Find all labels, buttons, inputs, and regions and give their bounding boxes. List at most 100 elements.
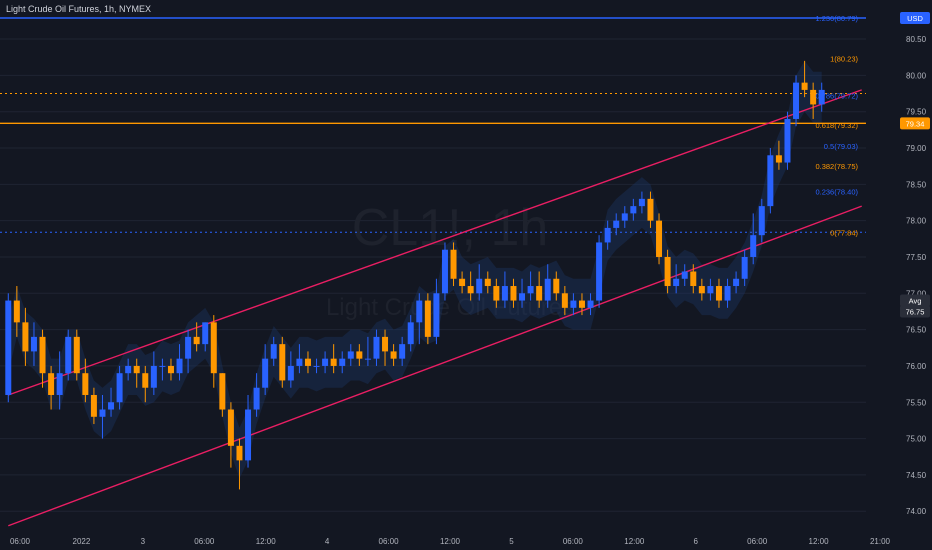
candle-body (621, 213, 628, 221)
candle-body (450, 249, 457, 279)
candle-body (784, 118, 791, 163)
candle-body (459, 278, 466, 287)
candle-body (202, 322, 209, 345)
candle-body (630, 206, 637, 214)
price-label-text: Avg (909, 297, 922, 306)
candle-body (125, 365, 132, 374)
time-tick: 12:00 (440, 537, 461, 546)
time-tick: 4 (325, 537, 330, 546)
candle-body (519, 293, 526, 301)
candle-body (13, 300, 20, 323)
price-tick: 80.00 (906, 71, 927, 80)
fib-label: 0.5(79.03) (824, 142, 859, 151)
candle-body (219, 373, 226, 410)
candle-body (193, 336, 200, 345)
time-tick: 12:00 (256, 537, 277, 546)
fib-label: 1.236(80.79) (815, 14, 858, 23)
candle-body (510, 286, 517, 301)
candle-body (245, 409, 252, 461)
candle-body (578, 300, 585, 308)
price-label-box (900, 11, 930, 24)
time-tick: 21:00 (870, 537, 891, 546)
candle-body (399, 344, 406, 359)
price-tick: 74.50 (906, 471, 927, 480)
price-tick: 75.00 (906, 435, 927, 444)
candle-body (99, 409, 106, 417)
candle-body (262, 358, 269, 388)
candle-body (424, 300, 431, 337)
candle-body (167, 365, 174, 374)
candle-body (159, 365, 166, 367)
candle-body (150, 365, 157, 388)
candle-body (90, 394, 97, 417)
candle-body (227, 409, 234, 446)
price-label-box (900, 294, 930, 307)
price-tick: 76.00 (906, 362, 927, 371)
candle-body (758, 206, 765, 236)
candle-body (493, 286, 500, 301)
price-tick: 78.50 (906, 180, 927, 189)
candle-body (65, 336, 72, 374)
candle-body (810, 89, 817, 105)
candle-body (750, 235, 757, 257)
candle-body (690, 271, 697, 287)
candle-body (416, 300, 423, 323)
candle-body (570, 300, 577, 308)
candle-body (48, 373, 55, 395)
price-tick: 78.00 (906, 217, 927, 226)
candle-body (73, 336, 80, 374)
time-tick: 5 (509, 537, 514, 546)
candle-body (287, 365, 294, 381)
candle-body (253, 387, 260, 410)
price-tick: 79.50 (906, 108, 927, 117)
channel-upper-line (8, 89, 862, 396)
candle-body (647, 198, 654, 221)
chart-title: Light Crude Oil Futures, 1h, NYMEX (6, 4, 152, 14)
price-tick: 77.50 (906, 253, 927, 262)
candle-body (339, 358, 346, 366)
candle-body (176, 358, 183, 374)
candle-body (133, 365, 140, 374)
time-tick: 12:00 (624, 537, 645, 546)
candle-body (681, 271, 688, 279)
fib-label: 1(80.23) (830, 55, 858, 64)
candle-body (5, 300, 12, 395)
candle-body (715, 286, 722, 301)
candle-body (270, 344, 277, 359)
candle-body (304, 358, 311, 366)
candle-body (553, 278, 560, 294)
time-tick: 12:00 (809, 537, 830, 546)
candle-body (322, 358, 329, 366)
axis-bg (866, 0, 932, 550)
candle-body (116, 373, 123, 403)
candle-body (210, 322, 217, 374)
price-label-box (900, 117, 930, 130)
time-tick: 06:00 (563, 537, 584, 546)
candle-body (22, 322, 29, 352)
fib-label: 0.618(79.32) (815, 121, 858, 130)
candle-body (801, 82, 808, 90)
price-tick: 80.50 (906, 35, 927, 44)
candle-body (767, 155, 774, 207)
candle-body (441, 249, 448, 294)
time-axis: 06:00 2022 3 06:00 12:00 4 06:00 12:00 5 06:00 12:… (10, 537, 891, 546)
candle-body (30, 336, 37, 352)
candle-body (501, 286, 508, 301)
candle-body (536, 286, 543, 301)
channel-lower-line (8, 205, 862, 527)
price-tick: 75.50 (906, 398, 927, 407)
candle-body (664, 256, 671, 287)
candle-body (527, 286, 534, 294)
candle-body (56, 373, 63, 395)
price-axis: 74.00 74.50 75.00 75.50 76.00 76.50 77.00 77.50… (866, 0, 932, 550)
grid (0, 38, 866, 512)
price-label-text: USD (907, 14, 923, 23)
candle-body (279, 344, 286, 381)
candle-body (407, 322, 414, 345)
candle-body (544, 278, 551, 301)
candle-body (142, 373, 149, 388)
candle-body (656, 220, 663, 257)
candle-body (364, 358, 371, 360)
